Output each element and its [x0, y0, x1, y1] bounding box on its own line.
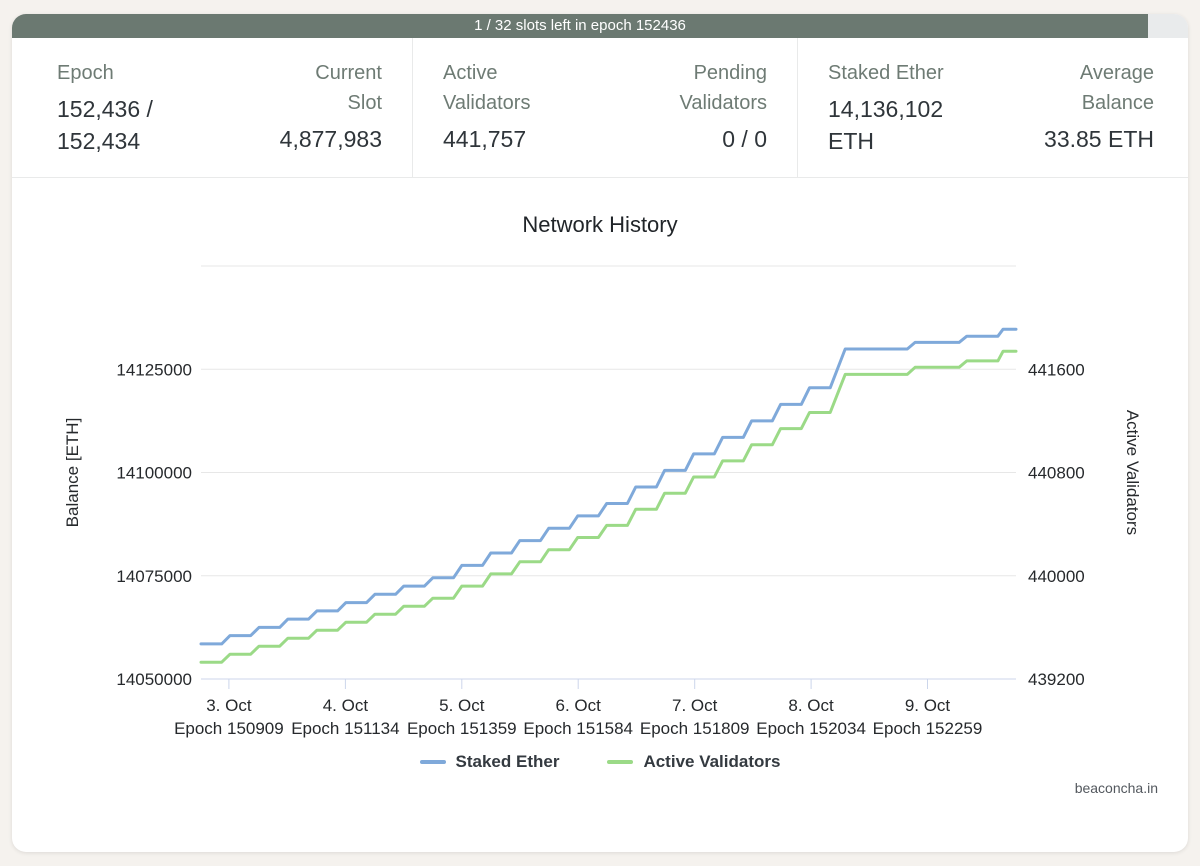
y-left-tick-label: 14125000 [116, 360, 192, 379]
x-tick-date-label: 5. Oct [439, 696, 485, 715]
stat-staked-ether-label: Staked Ether [828, 62, 944, 84]
series-line[interactable] [199, 349, 1018, 664]
x-tick-epoch-label: Epoch 150909 [174, 719, 284, 738]
network-history-chart[interactable]: 3. Oct Epoch 150909 4. Oct Epoch 151134 5. O… [12, 240, 1188, 740]
stat-pending-validators: Pending Validators 0 / 0 [667, 58, 767, 177]
legend-item-staked-ether[interactable]: Staked Ether [419, 752, 560, 772]
stat-epoch: Epoch 152,436 / 152,434 [57, 58, 192, 177]
stat-pending-validators-value: 0 / 0 [722, 126, 767, 152]
stat-average-balance-label: Average Balance [1079, 62, 1154, 114]
x-tick-date-label: 3. Oct [206, 696, 252, 715]
legend-item-active-validators[interactable]: Active Validators [607, 752, 780, 772]
x-tick-epoch-label: Epoch 151584 [523, 719, 633, 738]
x-tick-epoch-label: Epoch 152034 [756, 719, 866, 738]
stat-staked-ether: Staked Ether 14,136,102 ETH [828, 58, 958, 177]
stat-current-slot: Current Slot 4,877,983 [280, 58, 382, 177]
x-tick-date-label: 6. Oct [556, 696, 602, 715]
active-validators-line-icon [607, 760, 634, 764]
y-left-tick-label: 14100000 [116, 464, 192, 483]
legend-label-staked-ether: Staked Ether [455, 752, 560, 771]
stat-active-validators-value: 441,757 [443, 126, 527, 152]
stat-active-validators: Active Validators 441,757 [443, 58, 543, 177]
stat-epoch-label: Epoch [57, 62, 114, 84]
beaconchain-credits-link[interactable]: beaconcha.in [1074, 780, 1158, 796]
stat-pending-validators-label: Pending Validators [679, 62, 767, 114]
stat-group-ether: Staked Ether 14,136,102 ETH Average Bala… [797, 38, 1188, 177]
dashboard-card: 1 / 32 slots left in epoch 152436 Epoch … [12, 14, 1188, 852]
x-tick-date-label: 7. Oct [672, 696, 718, 715]
stat-current-slot-value: 4,877,983 [279, 126, 382, 152]
stat-group-epoch-slot: Epoch 152,436 / 152,434 Current Slot 4,8… [12, 38, 412, 177]
y-left-tick-label: 14075000 [116, 567, 192, 586]
x-tick-epoch-label: Epoch 151359 [407, 719, 517, 738]
y-right-tick-label: 440800 [1028, 464, 1085, 483]
y-right-tick-label: 441600 [1028, 360, 1085, 379]
y-right-axis-title: Active Validators [1123, 410, 1142, 535]
stat-current-slot-label: Current Slot [315, 62, 382, 114]
x-tick-epoch-label: Epoch 151134 [291, 719, 399, 738]
epoch-progress-banner: 1 / 32 slots left in epoch 152436 [12, 14, 1148, 38]
stat-group-validators: Active Validators 441,757 Pending Valida… [412, 38, 797, 177]
series-line[interactable] [199, 327, 1018, 646]
epoch-progress-banner-row: 1 / 32 slots left in epoch 152436 [12, 14, 1188, 38]
legend-label-active-validators: Active Validators [643, 752, 781, 771]
stat-average-balance-value: 33.85 ETH [1044, 126, 1154, 152]
x-tick-date-label: 8. Oct [788, 696, 834, 715]
stat-epoch-value: 152,436 / 152,434 [57, 96, 153, 154]
x-tick-epoch-label: Epoch 152259 [873, 719, 983, 738]
y-right-tick-label: 440000 [1028, 567, 1085, 586]
x-tick-date-label: 9. Oct [905, 696, 951, 715]
stat-average-balance: Average Balance 33.85 ETH [1044, 58, 1154, 177]
stat-active-validators-label: Active Validators [443, 62, 531, 114]
stat-staked-ether-value: 14,136,102 ETH [828, 96, 944, 154]
chart-legend: Staked Ether Active Validators [12, 752, 1188, 772]
y-left-axis-title: Balance [ETH] [63, 418, 82, 528]
x-tick-date-label: 4. Oct [323, 696, 369, 715]
banner-corner [1148, 14, 1188, 38]
y-left-tick-label: 14050000 [116, 670, 192, 689]
network-stats-row: Epoch 152,436 / 152,434 Current Slot 4,8… [12, 38, 1188, 178]
x-tick-epoch-label: Epoch 151809 [640, 719, 750, 738]
staked-ether-line-icon [419, 760, 446, 764]
y-right-tick-label: 439200 [1028, 670, 1085, 689]
chart-title: Network History [522, 212, 678, 237]
